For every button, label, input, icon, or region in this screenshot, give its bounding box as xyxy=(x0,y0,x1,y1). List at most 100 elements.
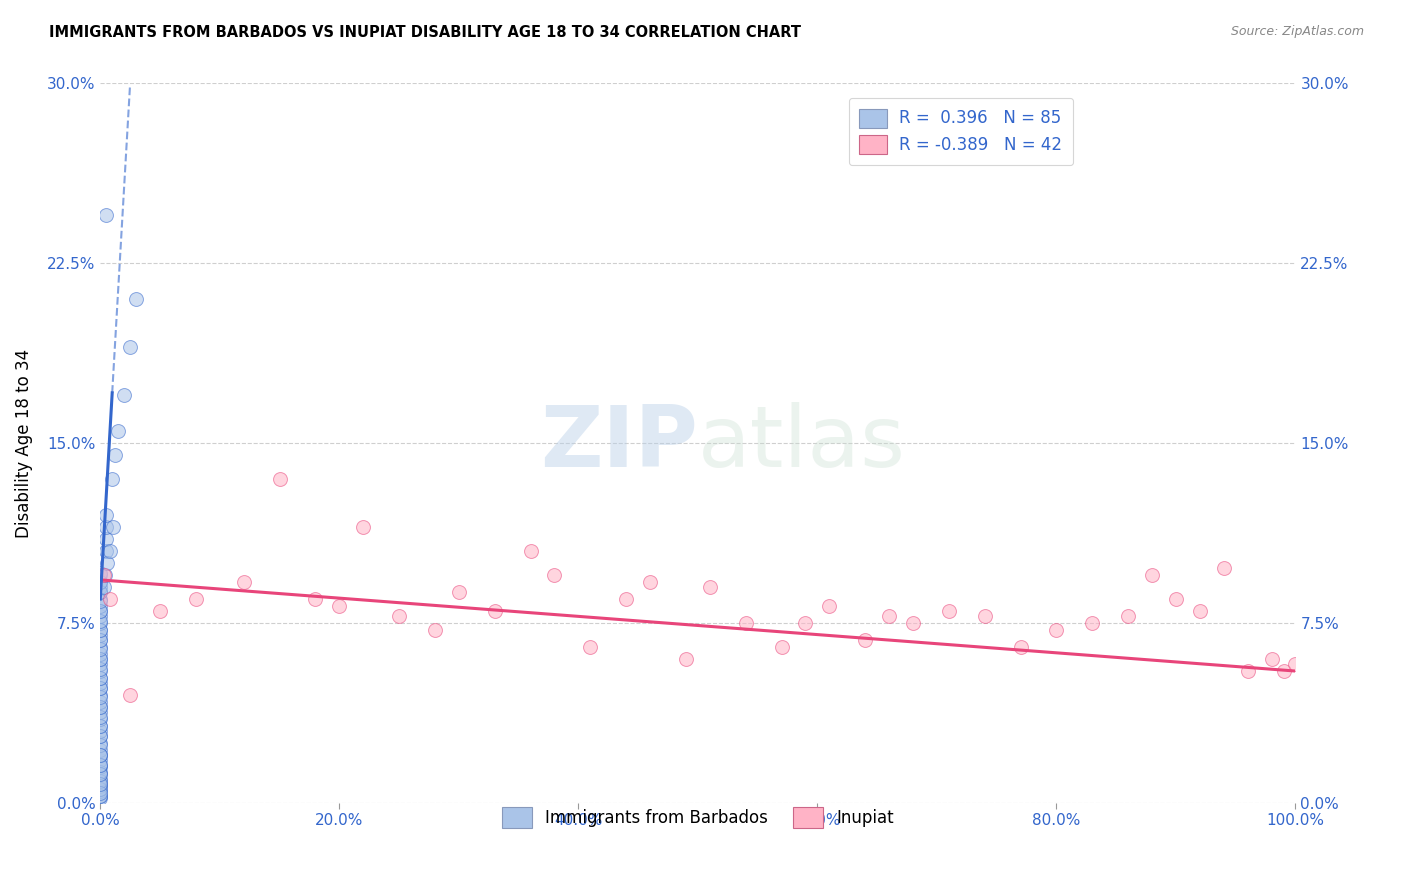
Point xyxy=(89,568,111,582)
Point xyxy=(818,599,841,614)
Point xyxy=(89,614,111,628)
Point xyxy=(89,709,111,723)
Text: ZIP: ZIP xyxy=(540,401,697,484)
Point xyxy=(1260,652,1282,666)
Point xyxy=(89,652,111,666)
Point xyxy=(89,705,111,719)
Point xyxy=(89,688,111,702)
Point xyxy=(89,729,111,743)
Point xyxy=(734,616,756,631)
Point xyxy=(1284,657,1306,671)
Point xyxy=(89,777,111,791)
Point xyxy=(89,789,111,803)
Point xyxy=(901,616,924,631)
Point xyxy=(96,520,118,534)
Point xyxy=(89,791,111,805)
Point xyxy=(89,772,111,786)
Point xyxy=(1045,624,1067,638)
Point xyxy=(107,424,129,438)
Text: Source: ZipAtlas.com: Source: ZipAtlas.com xyxy=(1230,25,1364,38)
Point xyxy=(1212,561,1234,575)
Point xyxy=(89,757,111,772)
Point xyxy=(125,293,148,307)
Point xyxy=(184,592,207,607)
Point xyxy=(89,712,111,726)
Point xyxy=(1272,664,1295,678)
Point xyxy=(579,640,602,654)
Point xyxy=(89,681,111,695)
Point xyxy=(699,580,721,594)
Point xyxy=(96,544,118,558)
Point xyxy=(89,747,111,762)
Point xyxy=(89,757,111,772)
Y-axis label: Disability Age 18 to 34: Disability Age 18 to 34 xyxy=(15,349,32,538)
Point xyxy=(1236,664,1258,678)
Point xyxy=(96,532,118,546)
Point xyxy=(89,739,111,753)
Point xyxy=(89,599,111,614)
Point xyxy=(1010,640,1032,654)
Point xyxy=(89,690,111,705)
Point xyxy=(543,568,565,582)
Point xyxy=(519,544,541,558)
Point xyxy=(423,624,446,638)
Point xyxy=(638,575,661,590)
Text: IMMIGRANTS FROM BARBADOS VS INUPIAT DISABILITY AGE 18 TO 34 CORRELATION CHART: IMMIGRANTS FROM BARBADOS VS INUPIAT DISA… xyxy=(49,25,801,40)
Point xyxy=(1081,616,1104,631)
Point xyxy=(447,585,470,599)
Point xyxy=(89,764,111,779)
Point xyxy=(614,592,637,607)
Point xyxy=(104,448,127,462)
Point xyxy=(89,604,111,618)
Point xyxy=(1140,568,1163,582)
Point xyxy=(89,652,111,666)
Text: atlas: atlas xyxy=(697,401,905,484)
Point xyxy=(89,640,111,654)
Point xyxy=(794,616,817,631)
Point xyxy=(484,604,506,618)
Point xyxy=(1116,608,1139,623)
Point xyxy=(89,719,111,733)
Point xyxy=(89,664,111,678)
Point xyxy=(94,568,117,582)
Point xyxy=(89,585,111,599)
Point xyxy=(89,592,111,607)
Point xyxy=(1164,592,1187,607)
Point xyxy=(89,671,111,685)
Point xyxy=(89,604,111,618)
Point xyxy=(1188,604,1211,618)
Point xyxy=(89,767,111,781)
Point xyxy=(938,604,960,618)
Point xyxy=(269,472,291,486)
Point xyxy=(675,652,697,666)
Point xyxy=(89,566,111,580)
Point xyxy=(853,632,876,647)
Legend: Immigrants from Barbados, Inupiat: Immigrants from Barbados, Inupiat xyxy=(495,800,901,834)
Point xyxy=(96,508,118,523)
Point xyxy=(877,608,900,623)
Point xyxy=(98,544,121,558)
Point xyxy=(93,580,115,594)
Point xyxy=(89,681,111,695)
Point xyxy=(101,472,124,486)
Point xyxy=(120,688,142,702)
Point xyxy=(98,592,121,607)
Point xyxy=(89,671,111,685)
Point xyxy=(89,616,111,631)
Point xyxy=(89,624,111,638)
Point xyxy=(89,777,111,791)
Point xyxy=(103,520,125,534)
Point xyxy=(89,724,111,739)
Point xyxy=(388,608,411,623)
Point xyxy=(93,568,115,582)
Point xyxy=(89,624,111,638)
Point xyxy=(89,781,111,796)
Point xyxy=(89,632,111,647)
Point xyxy=(149,604,172,618)
Point xyxy=(89,774,111,789)
Point xyxy=(770,640,793,654)
Point xyxy=(973,608,995,623)
Point xyxy=(89,747,111,762)
Point xyxy=(89,642,111,657)
Point xyxy=(89,779,111,793)
